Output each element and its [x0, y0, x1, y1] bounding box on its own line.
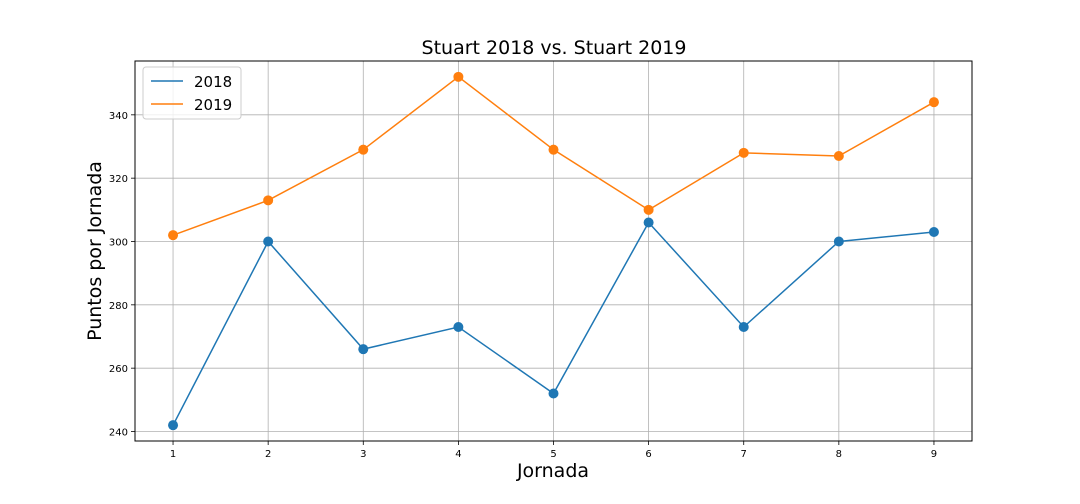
legend: 2018 2019: [142, 66, 242, 120]
data-point-2018: [168, 420, 179, 431]
y-tick-label: 260: [109, 364, 128, 375]
data-point-2018: [833, 236, 844, 247]
x-tick-label: 5: [550, 449, 556, 460]
data-point-2019: [833, 151, 844, 161]
x-tick-label: 2: [265, 449, 271, 460]
grid: [135, 61, 972, 441]
x-tick-label: 9: [931, 449, 937, 460]
data-point-2018: [263, 236, 274, 247]
data-point-2019: [643, 204, 654, 215]
y-tick-label: 280: [109, 301, 128, 312]
legend-label: 2019: [194, 96, 232, 114]
data-point-2019: [453, 71, 464, 82]
x-tick-label: 8: [836, 449, 842, 460]
data-point-2019: [168, 230, 179, 241]
data-point-2018: [643, 217, 654, 228]
y-tick-label: 340: [109, 111, 128, 122]
legend-box: [142, 66, 242, 120]
y-tick-label: 240: [109, 428, 128, 439]
y-tick-label: 320: [109, 174, 128, 185]
data-point-2019: [928, 97, 939, 108]
data-point-2018: [738, 322, 749, 332]
x-tick-label: 7: [741, 449, 747, 460]
data-point-2018: [928, 227, 939, 237]
data-point-2018: [358, 344, 369, 355]
x-tick-label: 6: [645, 449, 651, 460]
y-tick-label: 300: [109, 238, 128, 249]
series-layer: [168, 71, 939, 431]
chart-title: Stuart 2018 vs. Stuart 2019: [422, 37, 687, 59]
data-point-2019: [548, 144, 559, 155]
x-axis-label: Jornada: [516, 460, 589, 482]
data-point-2018: [548, 388, 559, 399]
y-axis-label: Puntos por Jornada: [84, 161, 106, 341]
data-point-2018: [453, 322, 464, 332]
data-point-2019: [738, 147, 749, 158]
x-tick-label: 3: [360, 449, 366, 460]
data-point-2019: [263, 195, 274, 206]
x-tick-label: 4: [455, 449, 461, 460]
data-point-2019: [358, 144, 369, 155]
legend-label: 2018: [194, 73, 232, 91]
ticks: 1 2 3 4 5 6 7 8 9 240 260 280 300 320 340: [109, 111, 937, 460]
x-tick-label: 1: [170, 449, 176, 460]
